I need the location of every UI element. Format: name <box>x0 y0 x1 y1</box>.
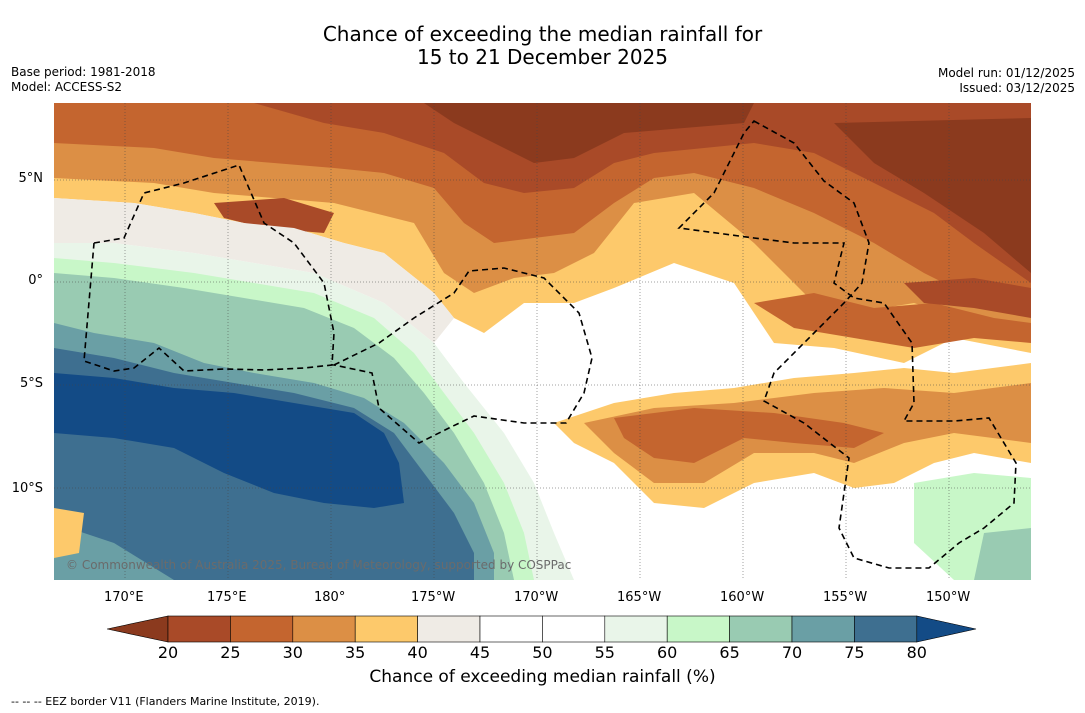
lon-label-180: 180° <box>314 590 346 605</box>
colorbar-tick-label: 60 <box>657 643 678 662</box>
chart-title-line2: 15 to 21 December 2025 <box>416 45 668 69</box>
model-run: Model run: 01/12/2025 <box>937 66 1075 80</box>
dry-zone-north-15b <box>834 118 1031 273</box>
meta-left: Base period: 1981-2018 Model: ACCESS-S2 <box>11 65 156 95</box>
colorbar-tick-label: 20 <box>157 643 179 662</box>
colorbar-segment <box>729 615 793 643</box>
dry-zone-east-mid2 <box>904 278 1031 318</box>
dry-patch-sw <box>54 508 84 558</box>
rainfall-map <box>54 103 1031 580</box>
colorbar <box>107 615 977 643</box>
colorbar-tick-label: 40 <box>407 643 428 662</box>
wet-patch-east2 <box>974 528 1031 580</box>
dry-patch-west <box>214 198 334 233</box>
lon-label-165w: 165°W <box>617 590 662 605</box>
eez-footnote: -- -- -- EEZ border V11 (Flanders Marine… <box>11 695 320 708</box>
colorbar-tick-label: 70 <box>781 643 803 662</box>
dry-zone-east-mid <box>754 293 1031 348</box>
lon-label-170e: 170°E <box>104 590 144 605</box>
colorbar-segment <box>854 615 918 643</box>
wet-zone-max <box>54 373 404 508</box>
colorbar-segment <box>417 615 481 643</box>
colorbar-title: Chance of exceeding median rainfall (%) <box>369 667 716 687</box>
colorbar-tick-label: 55 <box>594 643 615 662</box>
lat-label-5n: 5°N <box>18 171 44 186</box>
colorbar-segment <box>666 615 730 643</box>
colorbar-segment <box>292 615 356 643</box>
lon-label-155w: 155°W <box>823 590 868 605</box>
base-period: Base period: 1981-2018 <box>11 65 156 79</box>
colorbar-segment <box>479 615 543 643</box>
lat-label-5s: 5°S <box>19 376 43 391</box>
colorbar-segment <box>167 615 231 643</box>
colorbar-segment <box>604 615 668 643</box>
copyright-notice: © Commonwealth of Australia 2025, Bureau… <box>66 558 572 572</box>
colorbar-tick-label: 35 <box>345 643 366 662</box>
colorbar-tick-label: 75 <box>844 643 865 662</box>
colorbar-tick-label: 65 <box>719 643 740 662</box>
lon-label-175e: 175°E <box>207 590 247 605</box>
colorbar-segment <box>354 615 418 643</box>
dry-zone-south-25 <box>614 408 884 463</box>
colorbar-extend-low <box>107 615 169 643</box>
meta-right: Model run: 01/12/2025 Issued: 03/12/2025 <box>938 66 1075 96</box>
colorbar-tick-label: 30 <box>282 643 303 662</box>
lon-label-175w: 175°W <box>411 590 456 605</box>
gridlines <box>54 103 1031 580</box>
lat-label-0: 0° <box>28 273 43 288</box>
colorbar-segment <box>542 615 606 643</box>
colorbar-segment <box>230 615 294 643</box>
model-name: Model: ACCESS-S2 <box>11 80 123 94</box>
dry-zone-north-15 <box>424 103 754 163</box>
lon-label-160w: 160°W <box>720 590 765 605</box>
neutral-band <box>54 198 454 343</box>
colorbar-tick-label: 50 <box>532 643 553 662</box>
lon-label-150w: 150°W <box>926 590 971 605</box>
dry-zone-north-25 <box>54 103 1031 313</box>
colorbar-extend-high <box>916 615 977 643</box>
colorbar-tick-label: 45 <box>469 643 491 662</box>
eez-borders <box>83 119 1017 569</box>
colorbar-segment <box>791 615 855 643</box>
chart-title-line1: Chance of exceeding the median rainfall … <box>322 22 763 46</box>
colorbar-tick-label: 25 <box>220 643 241 662</box>
colorbar-tick-label: 80 <box>906 643 927 662</box>
lon-label-170w: 170°W <box>514 590 559 605</box>
lat-label-10s: 10°S <box>11 481 43 496</box>
issued-date: Issued: 03/12/2025 <box>959 81 1075 95</box>
dry-zone-north-20 <box>254 103 1031 283</box>
